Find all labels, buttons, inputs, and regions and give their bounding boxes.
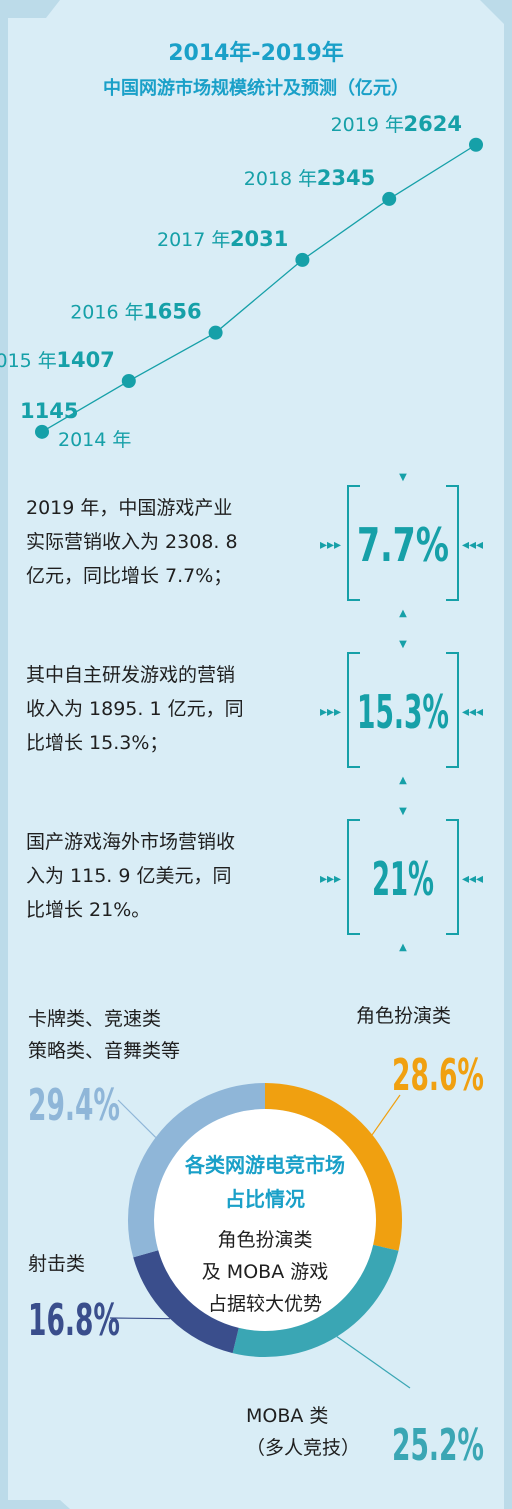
leader-line-3 [117, 1099, 157, 1138]
series-line [41, 144, 477, 433]
data-point-5 [469, 137, 483, 152]
arrow-down-icon: ▼ [399, 472, 407, 483]
slice-0 [264, 1083, 402, 1251]
chart-title: 2014年-2019年 [168, 40, 344, 66]
slice-label-0: 角色扮演类 [356, 1005, 451, 1027]
year-label-5: 2019 年 [331, 114, 404, 136]
arrow-down-icon: ▼ [399, 639, 407, 650]
leader-line-2 [109, 1317, 170, 1320]
year-label-3: 2017 年 [157, 229, 230, 251]
leader-line-0 [371, 1094, 401, 1136]
slice-2 [133, 1249, 240, 1354]
slice-label-3: 卡牌类、竞速类 [28, 1008, 161, 1030]
slice-value-1: 25.2% [392, 1420, 484, 1471]
slice-label-1: MOBA 类 [246, 1405, 328, 1427]
data-point-0 [35, 424, 49, 439]
leader-line-1 [336, 1336, 411, 1389]
year-label-1: 2015 年 [0, 350, 57, 372]
value-bracket [347, 652, 459, 768]
slice-label-1: （多人竞技） [246, 1437, 360, 1459]
data-point-3 [295, 252, 310, 267]
donut-center [154, 1109, 376, 1331]
slice-label-2: 射击类 [28, 1253, 85, 1275]
value-bracket [347, 485, 459, 601]
arrow-right-icon: ▸▸▸ [320, 871, 341, 887]
value-label-2: 1656 [143, 300, 201, 324]
slice-value-3: 29.4% [28, 1080, 120, 1131]
donut-note: 及 MOBA 游戏 [202, 1261, 328, 1283]
stat-value: 7.7% [357, 518, 449, 572]
value-label-5: 2624 [404, 112, 462, 136]
data-point-4 [382, 191, 397, 206]
arrow-right-icon: ▸▸▸ [320, 537, 341, 553]
stat-text-line: 收入为 1895. 1 亿元，同 [26, 698, 244, 720]
chart-subtitle: 中国网游市场规模统计及预测（亿元） [103, 77, 409, 99]
arrow-left-icon: ◂◂◂ [462, 871, 483, 887]
stat-text-line: 其中自主研发游戏的营销 [26, 664, 235, 686]
arrow-right-icon: ▸▸▸ [320, 704, 341, 720]
donut-note: 占据较大优势 [208, 1293, 322, 1315]
arrow-up-icon: ▲ [399, 942, 407, 953]
stat-text-line: 国产游戏海外市场营销收 [26, 831, 235, 853]
donut-title: 各类网游电竞市场 [184, 1153, 345, 1177]
arrow-down-icon: ▼ [399, 806, 407, 817]
year-label-2: 2016 年 [70, 302, 143, 324]
slice-label-3: 策略类、音舞类等 [28, 1040, 180, 1062]
slice-value-0: 28.6% [392, 1050, 484, 1101]
slice-3 [128, 1083, 266, 1258]
value-label-0: 1145 [20, 399, 78, 423]
market-share-donut: 角色扮演类 28.6% MOBA 类 （多人竞技） 25.2% 射击类 16.8% 卡牌类、竞… [28, 1005, 484, 1471]
slice-1 [232, 1244, 399, 1357]
stat-value: 15.3% [357, 685, 449, 739]
arrow-up-icon: ▲ [399, 775, 407, 786]
data-point-2 [208, 325, 223, 340]
value-label-3: 2031 [230, 227, 288, 251]
donut-title: 占比情况 [225, 1187, 305, 1211]
value-bracket [347, 819, 459, 935]
data-point-1 [121, 373, 136, 388]
stat-text-line: 比增长 15.3%； [26, 732, 168, 754]
stat-text-line: 入为 115. 9 亿美元，同 [26, 865, 232, 887]
stat-text-line: 实际营销收入为 2308. 8 [26, 531, 238, 553]
arrow-left-icon: ◂◂◂ [462, 704, 483, 720]
arrow-up-icon: ▲ [399, 608, 407, 619]
stat-text-line: 亿元，同比增长 7.7%； [26, 565, 232, 587]
donut-note: 角色扮演类 [217, 1229, 312, 1251]
year-label-4: 2018 年 [244, 168, 317, 190]
stat-text-line: 2019 年，中国游戏产业 [26, 497, 232, 519]
year-label-0: 2014 年 [58, 429, 131, 451]
stat-text-line: 比增长 21%。 [26, 899, 150, 921]
value-label-1: 1407 [56, 348, 114, 372]
arrow-left-icon: ◂◂◂ [462, 537, 483, 553]
stat-value: 21% [372, 852, 434, 906]
slice-value-2: 16.8% [28, 1295, 120, 1346]
value-label-4: 2345 [317, 166, 375, 190]
